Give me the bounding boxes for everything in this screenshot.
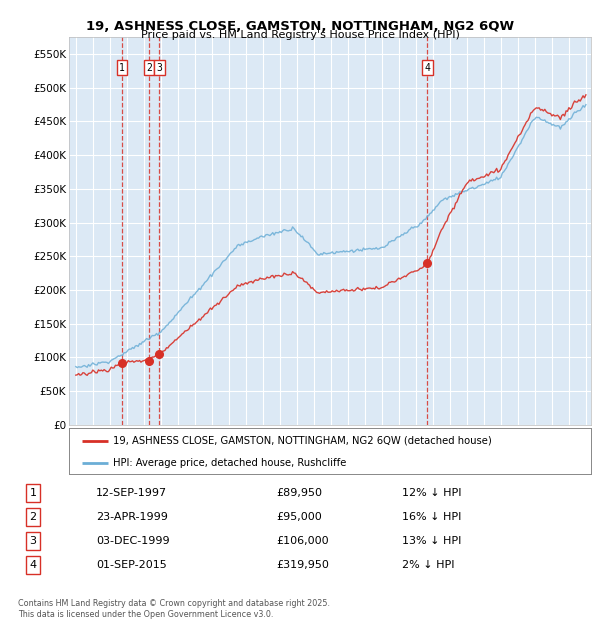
Text: 1: 1	[29, 489, 37, 498]
Text: 3: 3	[157, 63, 163, 73]
Text: 4: 4	[29, 560, 37, 570]
Text: 13% ↓ HPI: 13% ↓ HPI	[402, 536, 461, 546]
Text: £95,000: £95,000	[276, 512, 322, 522]
Text: 3: 3	[29, 536, 37, 546]
Text: £106,000: £106,000	[276, 536, 329, 546]
Text: 19, ASHNESS CLOSE, GAMSTON, NOTTINGHAM, NG2 6QW (detached house): 19, ASHNESS CLOSE, GAMSTON, NOTTINGHAM, …	[113, 436, 492, 446]
Text: 12% ↓ HPI: 12% ↓ HPI	[402, 489, 461, 498]
Text: 2% ↓ HPI: 2% ↓ HPI	[402, 560, 455, 570]
Text: 19, ASHNESS CLOSE, GAMSTON, NOTTINGHAM, NG2 6QW: 19, ASHNESS CLOSE, GAMSTON, NOTTINGHAM, …	[86, 20, 514, 33]
Text: 12-SEP-1997: 12-SEP-1997	[96, 489, 167, 498]
Text: 01-SEP-2015: 01-SEP-2015	[96, 560, 167, 570]
Text: 4: 4	[424, 63, 430, 73]
Text: 2: 2	[29, 512, 37, 522]
Text: 16% ↓ HPI: 16% ↓ HPI	[402, 512, 461, 522]
Text: Price paid vs. HM Land Registry's House Price Index (HPI): Price paid vs. HM Land Registry's House …	[140, 30, 460, 40]
Text: HPI: Average price, detached house, Rushcliffe: HPI: Average price, detached house, Rush…	[113, 458, 347, 467]
Text: 23-APR-1999: 23-APR-1999	[96, 512, 168, 522]
Text: 2: 2	[146, 63, 152, 73]
Text: £319,950: £319,950	[276, 560, 329, 570]
Text: £89,950: £89,950	[276, 489, 322, 498]
Text: 03-DEC-1999: 03-DEC-1999	[96, 536, 170, 546]
Text: 1: 1	[119, 63, 125, 73]
Text: Contains HM Land Registry data © Crown copyright and database right 2025.
This d: Contains HM Land Registry data © Crown c…	[18, 600, 330, 619]
